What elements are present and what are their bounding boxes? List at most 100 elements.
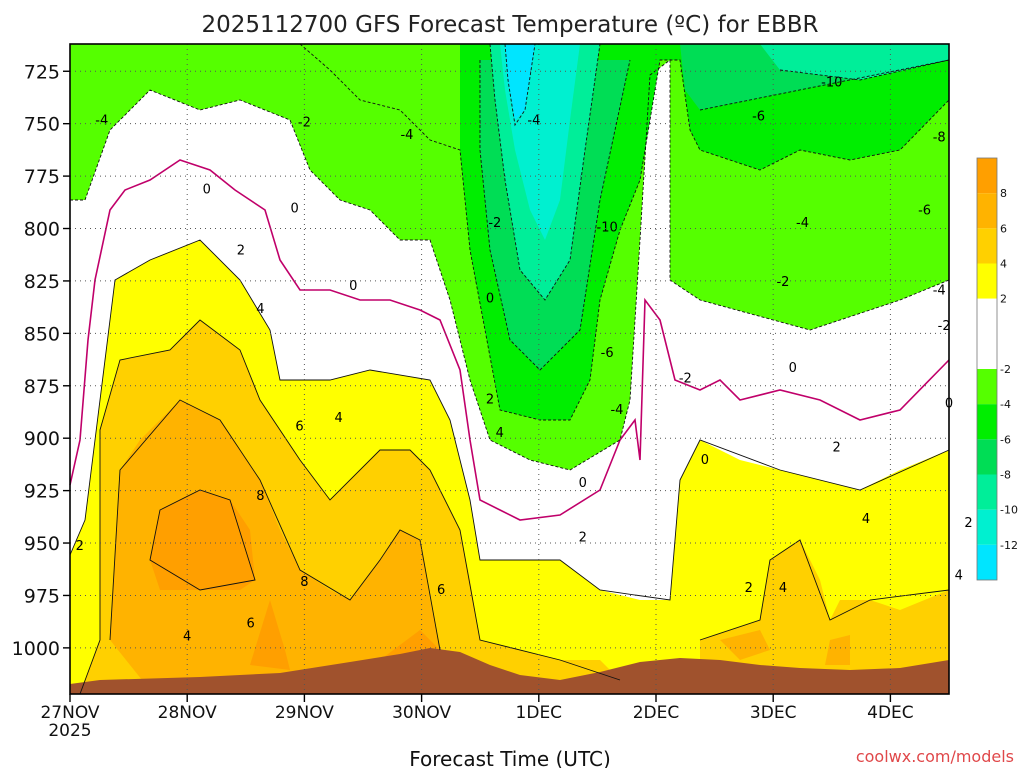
field-band-8-10 — [150, 490, 440, 670]
contour-label: -2 — [938, 319, 951, 334]
x-tick-label: 28NOV — [158, 703, 217, 723]
contour-label: 0 — [486, 292, 494, 307]
contour-label: 4 — [496, 426, 504, 441]
contour-label: 2 — [579, 531, 587, 546]
contour-label: -4 — [796, 216, 809, 231]
colorbar-tick-label: 4 — [1000, 258, 1007, 271]
contour-label: 6 — [247, 617, 255, 632]
y-axis: 725 750 775 800 825 850 875 900 925 950 975 1000 — [12, 61, 70, 660]
y-tick-label: 750 — [24, 114, 60, 136]
field-band-minus6-minus8 — [470, 44, 949, 370]
freezing-line — [69, 159, 950, 521]
contour-label: -6 — [918, 204, 931, 219]
contour-label: -2 — [776, 275, 789, 290]
colorbar-band — [977, 404, 997, 440]
y-tick-label: 775 — [24, 166, 60, 188]
contour-label: 2 — [964, 516, 972, 531]
colorbar-band — [977, 193, 997, 229]
colorbar-tick-label: -2 — [1000, 363, 1011, 376]
x-tick-label: 1DEC — [516, 703, 563, 723]
contour-label: -4 — [933, 283, 946, 298]
contour-label: 8 — [256, 489, 264, 504]
y-tick-label: 950 — [24, 533, 60, 555]
contour-label: 0 — [789, 361, 797, 376]
contour-label: 0 — [701, 453, 709, 468]
contour-label: -2 — [488, 216, 501, 231]
credit-link[interactable]: coolwx.com/models — [856, 747, 1014, 766]
colorbar-band — [977, 544, 997, 580]
contour-label: -8 — [933, 130, 946, 145]
contour-label: -4 — [610, 403, 623, 418]
x-tick-label: 4DEC — [867, 703, 914, 723]
colorbar-band — [977, 474, 997, 510]
colorbar-tick-label: -8 — [1000, 469, 1011, 482]
contour-label: -10 — [597, 220, 618, 235]
y-tick-label: 825 — [24, 271, 60, 293]
colorbar-band — [977, 228, 997, 264]
x-tick-label: 2DEC — [633, 703, 680, 723]
contour-label: 2 — [833, 441, 841, 456]
contour-label: -2 — [298, 116, 311, 131]
contour-label: 4 — [183, 629, 191, 644]
contour-label: 4 — [955, 568, 963, 583]
y-tick-label: 875 — [24, 376, 60, 398]
colorbar-tick-label: -6 — [1000, 433, 1011, 446]
colorbar-tick-label: 6 — [1000, 222, 1007, 235]
y-tick-label: 975 — [24, 585, 60, 607]
colorbar-tick-label: 8 — [1000, 187, 1007, 200]
contour-label: 2 — [486, 392, 494, 407]
y-tick-label: 850 — [24, 323, 60, 345]
colorbar-frame — [976, 157, 998, 581]
y-tick-label: 925 — [24, 481, 60, 503]
plot-area: -4 -2 -4 -4 -6 -10 -8 -6 -4 -4 -2 -2 -2 -10 -6 -4 -2 0 0 0 0… — [69, 43, 973, 695]
contour-label: -10 — [821, 76, 842, 91]
colorbar-tick-label: 2 — [1000, 293, 1007, 306]
colorbar-band — [977, 439, 997, 475]
contour-label: 6 — [295, 420, 303, 435]
colorbar-band — [977, 509, 997, 545]
colorbar: 8 6 4 2 -2 -4 -6 -8 -10 -12 — [976, 157, 1018, 581]
colorbar-tick-label: -4 — [1000, 398, 1011, 411]
plot-frame — [69, 43, 950, 695]
colorbar-band — [977, 263, 997, 299]
contour-label: 0 — [579, 476, 587, 491]
y-tick-label: 900 — [24, 428, 60, 450]
contour-label: 4 — [256, 302, 264, 317]
field-band-6-8 — [110, 400, 850, 690]
colorbar-tick-label: -12 — [1000, 539, 1018, 552]
field-band-minus12-minus14 — [505, 44, 535, 120]
contour-label: 4 — [862, 512, 870, 527]
x-tick-label: 29NOV — [275, 703, 334, 723]
contour-label: 2 — [76, 539, 84, 554]
contour-label: 2 — [745, 581, 753, 596]
colorbar-band — [977, 158, 997, 194]
y-tick-label: 800 — [24, 219, 60, 241]
contour-label: -6 — [752, 109, 765, 124]
contour-label: -6 — [601, 346, 614, 361]
x-tick-label: 27NOV — [40, 703, 99, 723]
contour-label: -2 — [679, 371, 692, 386]
contour-lines — [69, 43, 950, 695]
x-tick-sublabel: 2025 — [48, 721, 91, 741]
x-tick-label: 30NOV — [392, 703, 451, 723]
contour-label: 0 — [349, 279, 357, 294]
contour-label: -4 — [527, 113, 540, 128]
colorbar-band — [977, 369, 997, 405]
chart-title: 2025112700 GFS Forecast Temperature (ºC)… — [201, 12, 818, 38]
ground-terrain — [70, 648, 949, 694]
contour-label: 8 — [300, 575, 308, 590]
contour-label: 4 — [779, 581, 787, 596]
x-tick-label: 3DEC — [750, 703, 797, 723]
contour-label: 0 — [203, 183, 211, 198]
contour-label: -4 — [400, 128, 413, 143]
contour-label: 4 — [334, 411, 342, 426]
y-tick-label: 1000 — [12, 638, 60, 660]
contour-label: 2 — [237, 243, 245, 258]
x-axis-label: Forecast Time (UTC) — [409, 747, 611, 768]
contour-label: -4 — [95, 113, 108, 128]
colorbar-band — [977, 298, 997, 369]
contour-label: 0 — [290, 202, 298, 217]
y-tick-label: 725 — [24, 61, 60, 83]
